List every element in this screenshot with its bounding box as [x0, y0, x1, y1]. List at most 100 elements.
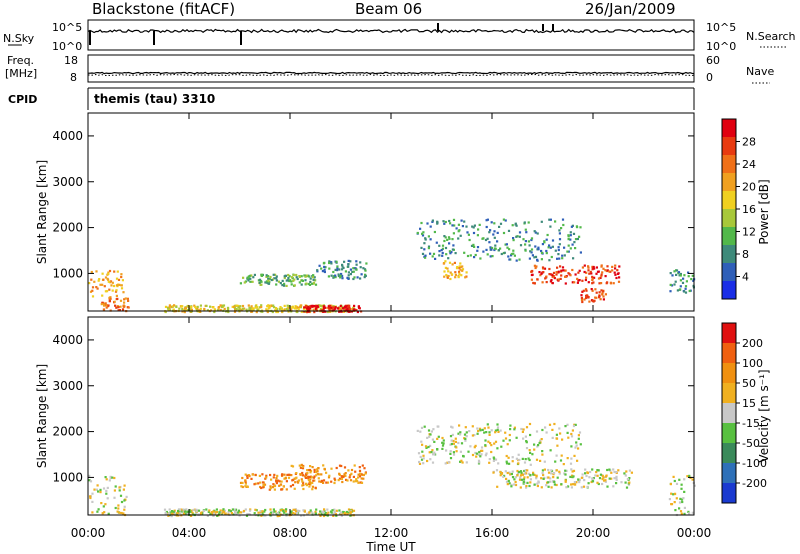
power-echo-cell: [336, 267, 339, 270]
velocity-echo-cell: [604, 479, 607, 482]
power-echo-cell: [561, 257, 564, 260]
power-echo-cell: [546, 233, 549, 237]
power-echo-cell: [449, 271, 452, 274]
power-echo-cell: [95, 286, 98, 289]
velocity-echo-cell: [591, 477, 594, 480]
velocity-echo-cell: [114, 485, 117, 488]
velocity-echo-cell: [285, 488, 288, 491]
velocity-echo-cell: [567, 485, 570, 488]
velocity-echo-cell: [265, 474, 268, 477]
power-echo-cell: [547, 246, 550, 249]
velocity-echo-cell: [485, 431, 488, 434]
velocity-echo-cell: [458, 424, 461, 427]
power-echo-cell: [581, 290, 584, 293]
power-echo-cell: [604, 293, 607, 296]
power-echo-cell: [265, 274, 268, 277]
velocity-echo-cell: [437, 435, 440, 438]
velocity-echo-cell: [290, 464, 293, 467]
power-echo-cell: [183, 311, 186, 314]
velocity-echo-cell: [559, 432, 562, 435]
power-echo-cell: [307, 307, 310, 310]
velocity-echo-cell: [515, 457, 518, 460]
power-echo-cell: [451, 273, 454, 276]
power-echo-cell: [593, 267, 596, 270]
velocity-echo-cell: [91, 492, 94, 495]
velocity-colorbar-tick-label: 50: [742, 377, 756, 390]
power-echo-cell: [473, 224, 476, 227]
velocity-echo-cell: [586, 485, 589, 488]
power-echo-cell: [297, 308, 300, 311]
velocity-echo-cell: [260, 514, 263, 517]
power-echo-cell: [341, 263, 344, 266]
velocity-echo-cell: [513, 428, 516, 431]
power-echo-cell: [615, 276, 618, 280]
power-echo-cell: [512, 239, 515, 242]
power-echo-cell: [108, 288, 111, 291]
power-echo-cell: [318, 264, 321, 267]
velocity-echo-cell: [358, 469, 362, 472]
power-echo-cell: [560, 227, 563, 230]
velocity-echo-cell: [519, 486, 522, 489]
power-echo-cell: [119, 299, 123, 302]
power-echo-cell: [550, 279, 553, 282]
power-echo-cell: [557, 270, 560, 273]
velocity-echo-cell: [354, 480, 357, 483]
velocity-echo-cell: [118, 486, 121, 489]
power-echo-cell: [457, 276, 460, 279]
power-echo-cell: [491, 255, 494, 258]
velocity-echo-cell: [514, 483, 518, 487]
power-echo-cell: [540, 249, 543, 253]
power-echo-cell: [344, 270, 347, 273]
velocity-echo-cell: [313, 468, 316, 471]
power-echo-cell: [558, 257, 561, 260]
power-echo-cell: [104, 276, 108, 279]
velocity-echo-cell: [170, 515, 173, 518]
power-echo-cell: [557, 278, 560, 281]
power-echo-cell: [355, 263, 358, 266]
power-echo-cell: [108, 300, 111, 303]
power-echo-cell: [110, 284, 113, 287]
velocity-echo-cell: [93, 488, 96, 491]
freq-left-label-line2: [MHz]: [5, 67, 37, 80]
power-echo-cell: [444, 246, 448, 250]
velocity-echo-cell: [312, 479, 315, 482]
velocity-echo-cell: [529, 463, 532, 466]
power-echo-cell: [548, 218, 551, 221]
power-echo-cell: [101, 294, 104, 297]
velocity-y-tick-label: 2000: [52, 425, 83, 439]
power-echo-cell: [307, 310, 310, 313]
x-tick-label: 00:00: [71, 526, 106, 540]
velocity-echo-cell: [273, 473, 276, 476]
velocity-echo-cell: [258, 474, 261, 477]
power-echo-cell: [283, 282, 286, 285]
power-cbar-label: Power [dB]: [757, 179, 771, 244]
power-echo-cell: [175, 305, 178, 308]
velocity-echo-cell: [99, 488, 102, 491]
velocity-echo-cell: [122, 512, 125, 515]
power-echo-cell: [524, 240, 527, 243]
velocity-echo-cell: [489, 442, 492, 445]
power-echo-cell: [549, 218, 552, 221]
velocity-echo-cell: [529, 478, 532, 481]
power-echo-cell: [594, 288, 597, 291]
power-echo-cell: [120, 284, 123, 287]
velocity-echo-cell: [327, 476, 331, 479]
power-colorbar-tick-label: 8: [742, 248, 749, 261]
power-echo-cell: [446, 276, 449, 279]
power-echo-cell: [580, 298, 584, 302]
velocity-echo-cell: [262, 484, 265, 487]
power-echo-cell: [190, 306, 193, 309]
velocity-echo-cell: [206, 514, 209, 517]
velocity-echo-cell: [569, 475, 572, 478]
velocity-echo-cell: [580, 486, 583, 489]
velocity-echo-cell: [178, 508, 182, 511]
velocity-echo-cell: [572, 475, 575, 478]
velocity-echo-cell: [573, 423, 576, 426]
velocity-echo-cell: [269, 508, 272, 511]
power-echo-cell: [89, 290, 93, 293]
x-tick-label: 16:00: [475, 526, 510, 540]
velocity-echo-cell: [523, 461, 527, 464]
velocity-echo-cell: [324, 511, 327, 515]
power-echo-cell: [575, 225, 578, 228]
